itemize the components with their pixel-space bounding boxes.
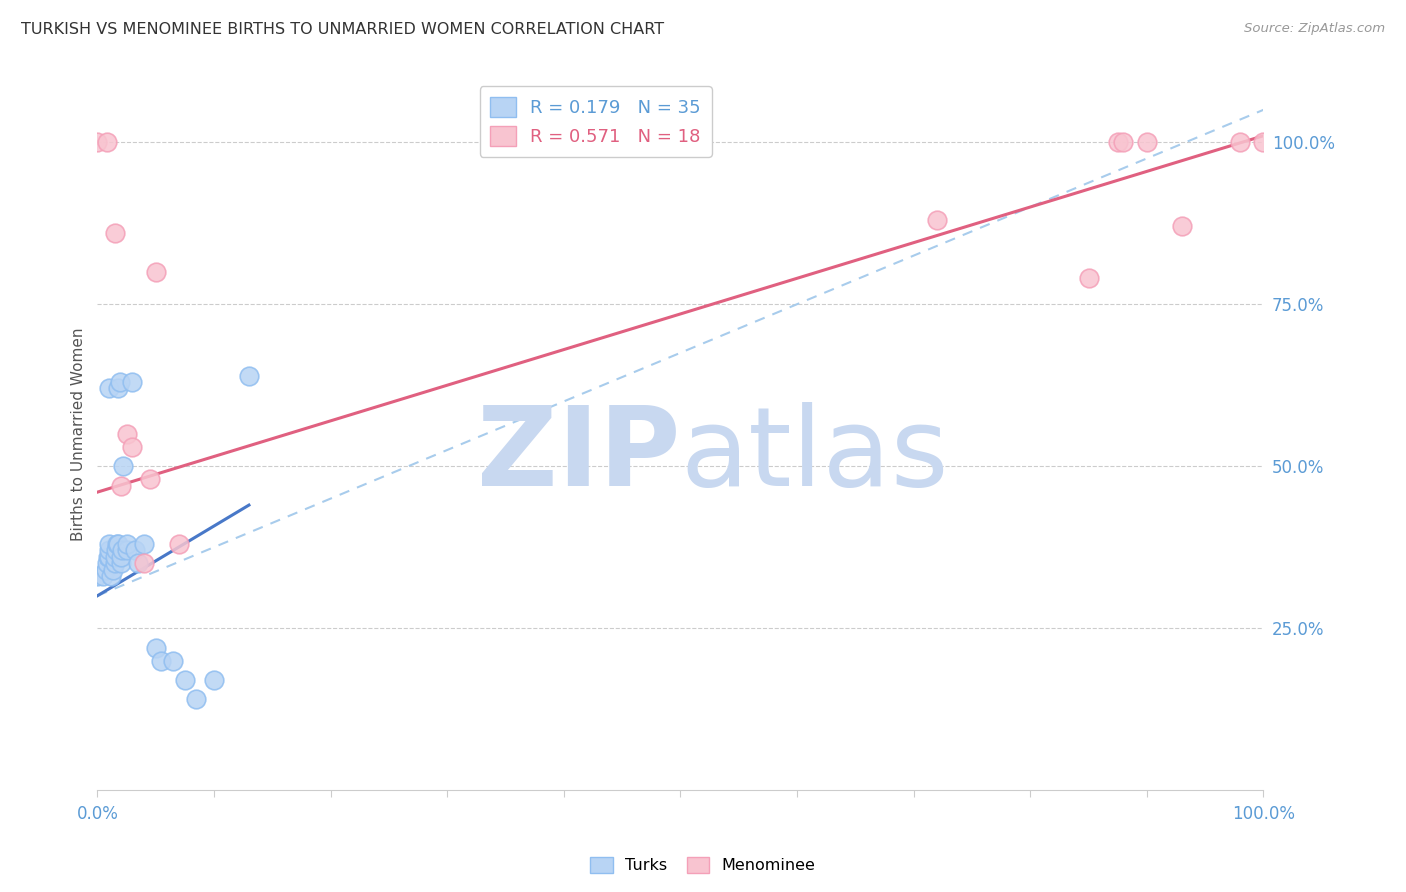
Point	[107, 537, 129, 551]
Point	[132, 537, 155, 551]
Point	[115, 543, 138, 558]
Point	[1229, 135, 1251, 149]
Text: TURKISH VS MENOMINEE BIRTHS TO UNMARRIED WOMEN CORRELATION CHART: TURKISH VS MENOMINEE BIRTHS TO UNMARRIED…	[21, 22, 664, 37]
Point	[145, 265, 167, 279]
Point	[98, 537, 121, 551]
Point	[98, 543, 121, 558]
Point	[121, 440, 143, 454]
Point	[1107, 135, 1129, 149]
Point	[202, 673, 225, 687]
Point	[111, 459, 134, 474]
Point	[925, 213, 948, 227]
Point	[145, 640, 167, 655]
Point	[110, 478, 132, 492]
Text: Source: ZipAtlas.com: Source: ZipAtlas.com	[1244, 22, 1385, 36]
Point	[104, 557, 127, 571]
Point	[110, 549, 132, 564]
Point	[238, 368, 260, 383]
Point	[110, 557, 132, 571]
Point	[96, 135, 118, 149]
Legend: Turks, Menominee: Turks, Menominee	[583, 850, 823, 880]
Point	[162, 654, 184, 668]
Point	[121, 375, 143, 389]
Point	[107, 381, 129, 395]
Point	[167, 537, 190, 551]
Point	[101, 563, 124, 577]
Point	[186, 692, 208, 706]
Point	[97, 549, 120, 564]
Point	[105, 543, 128, 558]
Point	[124, 543, 146, 558]
Point	[127, 557, 149, 571]
Point	[150, 654, 173, 668]
Point	[115, 426, 138, 441]
Point	[98, 549, 121, 564]
Point	[105, 537, 128, 551]
Point	[1136, 135, 1159, 149]
Point	[108, 375, 131, 389]
Point	[1077, 271, 1099, 285]
Point	[94, 563, 117, 577]
Legend: R = 0.179   N = 35, R = 0.571   N = 18: R = 0.179 N = 35, R = 0.571 N = 18	[479, 87, 711, 157]
Point	[104, 549, 127, 564]
Point	[115, 537, 138, 551]
Y-axis label: Births to Unmarried Women: Births to Unmarried Women	[72, 327, 86, 541]
Point	[173, 673, 195, 687]
Point	[104, 226, 127, 240]
Point	[1253, 135, 1275, 149]
Point	[86, 135, 108, 149]
Point	[132, 557, 155, 571]
Point	[91, 569, 114, 583]
Text: atlas: atlas	[681, 401, 949, 508]
Text: ZIP: ZIP	[477, 401, 681, 508]
Point	[100, 569, 122, 583]
Point	[86, 569, 108, 583]
Point	[1171, 219, 1194, 234]
Point	[139, 472, 162, 486]
Point	[111, 543, 134, 558]
Point	[96, 557, 118, 571]
Point	[98, 381, 121, 395]
Point	[1112, 135, 1135, 149]
